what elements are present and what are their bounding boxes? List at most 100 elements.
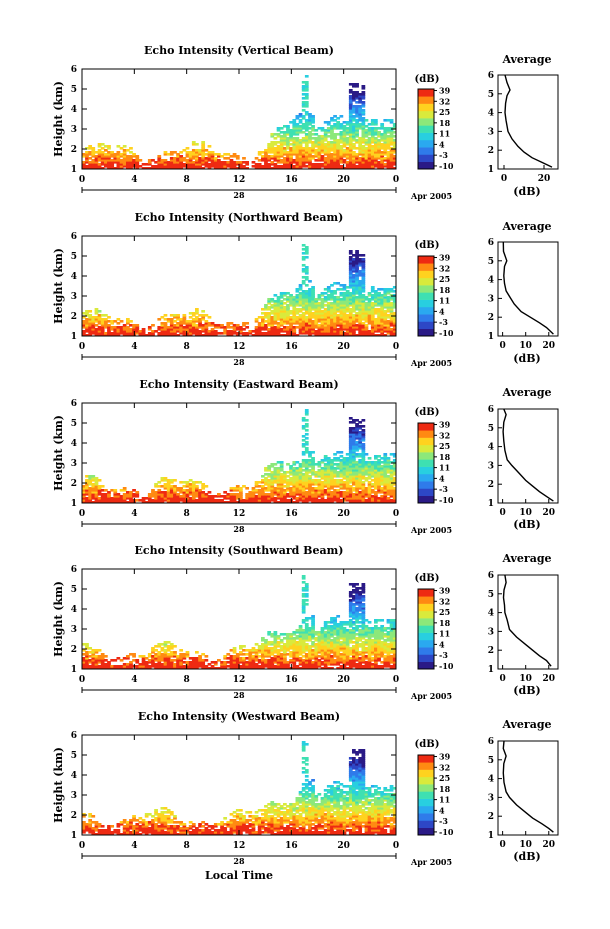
heatmap-cell bbox=[396, 475, 400, 478]
heatmap-cell bbox=[273, 133, 278, 136]
heatmap-cell bbox=[339, 127, 344, 130]
heatmap-cell bbox=[283, 131, 287, 134]
heatmap-cell bbox=[242, 663, 246, 666]
heatmap-cell bbox=[348, 123, 353, 126]
heatmap-cell bbox=[355, 495, 359, 498]
heatmap-cell bbox=[361, 312, 366, 315]
heatmap-cell bbox=[113, 332, 118, 335]
heatmap-cell bbox=[292, 491, 297, 494]
heatmap-cell bbox=[91, 501, 96, 503]
heatmap-cell bbox=[311, 457, 315, 460]
heatmap-cell bbox=[195, 491, 199, 494]
heatmap-cell bbox=[389, 147, 394, 150]
heatmap-cell bbox=[129, 330, 133, 333]
heatmap-cell bbox=[135, 155, 140, 158]
heatmap-cell bbox=[355, 157, 359, 160]
heatmap-cell bbox=[330, 475, 334, 478]
heatmap-cell bbox=[166, 661, 171, 664]
heatmap-cell bbox=[304, 332, 309, 335]
heatmap-cell bbox=[361, 165, 366, 168]
heatmap-cell bbox=[355, 272, 359, 275]
heatmap-cell bbox=[308, 115, 312, 118]
heatmap-cell bbox=[355, 127, 359, 130]
heatmap-cell bbox=[283, 159, 287, 162]
heatmap-cell bbox=[304, 655, 309, 658]
heatmap-cell bbox=[304, 487, 309, 490]
heatmap-cell bbox=[226, 497, 231, 500]
heatmap-cell bbox=[301, 109, 306, 112]
heatmap-cell bbox=[248, 659, 253, 662]
profile-line bbox=[504, 74, 553, 168]
heatmap-cell bbox=[276, 326, 281, 329]
heatmap-cell bbox=[223, 491, 228, 494]
heatmap-cell bbox=[279, 665, 284, 668]
heatmap-cell bbox=[326, 290, 331, 293]
heatmap-cell bbox=[283, 141, 287, 144]
heatmap-cell bbox=[301, 328, 306, 331]
heatmap-cell bbox=[377, 155, 381, 158]
heatmap-cell bbox=[352, 304, 356, 307]
heatmap-cell bbox=[198, 334, 202, 336]
heatmap-cell bbox=[207, 667, 212, 669]
heatmap-cell bbox=[289, 637, 293, 640]
heatmap-cell bbox=[367, 143, 372, 146]
heatmap-cell bbox=[361, 449, 366, 452]
heatmap-cell bbox=[308, 306, 312, 309]
heatmap-cell bbox=[317, 461, 322, 464]
heatmap-cell bbox=[182, 157, 187, 160]
heatmap-cell bbox=[336, 127, 341, 130]
heatmap-cell bbox=[311, 324, 315, 327]
heatmap-cell bbox=[295, 655, 300, 658]
heatmap-cell bbox=[348, 326, 353, 329]
heatmap-cell bbox=[348, 310, 353, 313]
heatmap-cell bbox=[374, 302, 378, 305]
heatmap-cell bbox=[289, 322, 293, 325]
heatmap-cell bbox=[279, 161, 284, 164]
heatmap-cell bbox=[380, 495, 385, 498]
colorbar-swatch bbox=[418, 139, 434, 148]
heatmap-cell bbox=[132, 326, 136, 329]
heatmap-cell bbox=[383, 334, 388, 336]
heatmap-cell bbox=[163, 477, 168, 480]
heatmap-cell bbox=[295, 304, 300, 307]
heatmap-cell bbox=[119, 147, 124, 150]
heatmap-cell bbox=[88, 330, 93, 333]
heatmap-cell bbox=[364, 167, 369, 169]
heatmap-cell bbox=[320, 483, 325, 486]
heatmap-cell bbox=[330, 481, 334, 484]
heatmap-cell bbox=[273, 304, 278, 307]
heatmap-cell bbox=[213, 161, 218, 164]
heatmap-cell bbox=[377, 296, 381, 299]
heatmap-cell bbox=[336, 471, 341, 474]
heatmap-cell bbox=[126, 491, 130, 494]
heatmap-cell bbox=[380, 163, 385, 166]
heatmap-cell bbox=[361, 101, 366, 104]
heatmap-cell bbox=[279, 322, 284, 325]
heatmap-cell bbox=[248, 649, 253, 652]
heatmap-cell bbox=[330, 320, 334, 323]
heatmap-cell bbox=[119, 495, 124, 498]
heatmap-cell bbox=[352, 258, 356, 261]
heatmap-cell bbox=[339, 479, 344, 482]
heatmap-cell bbox=[163, 334, 168, 336]
heatmap-cell bbox=[348, 447, 353, 450]
heatmap-cell bbox=[135, 167, 140, 169]
heatmap-cell bbox=[345, 489, 350, 492]
heatmap-cell bbox=[377, 151, 381, 154]
heatmap-cell bbox=[348, 471, 353, 474]
heatmap-cell bbox=[355, 493, 359, 496]
heatmap-cell bbox=[301, 248, 306, 251]
heatmap-cell bbox=[91, 151, 96, 154]
heatmap-cell bbox=[289, 633, 293, 636]
heatmap-cell bbox=[358, 499, 363, 502]
heatmap-cell bbox=[129, 334, 133, 336]
heatmap-cell bbox=[279, 641, 284, 644]
heatmap-cell bbox=[380, 483, 385, 486]
heatmap-cell bbox=[396, 316, 400, 319]
heatmap-cell bbox=[380, 167, 385, 169]
heatmap-cell bbox=[169, 499, 174, 502]
heatmap-cell bbox=[342, 334, 347, 336]
heatmap-cell bbox=[308, 499, 312, 502]
heatmap-cell bbox=[257, 165, 262, 168]
heatmap-cell bbox=[374, 155, 378, 158]
